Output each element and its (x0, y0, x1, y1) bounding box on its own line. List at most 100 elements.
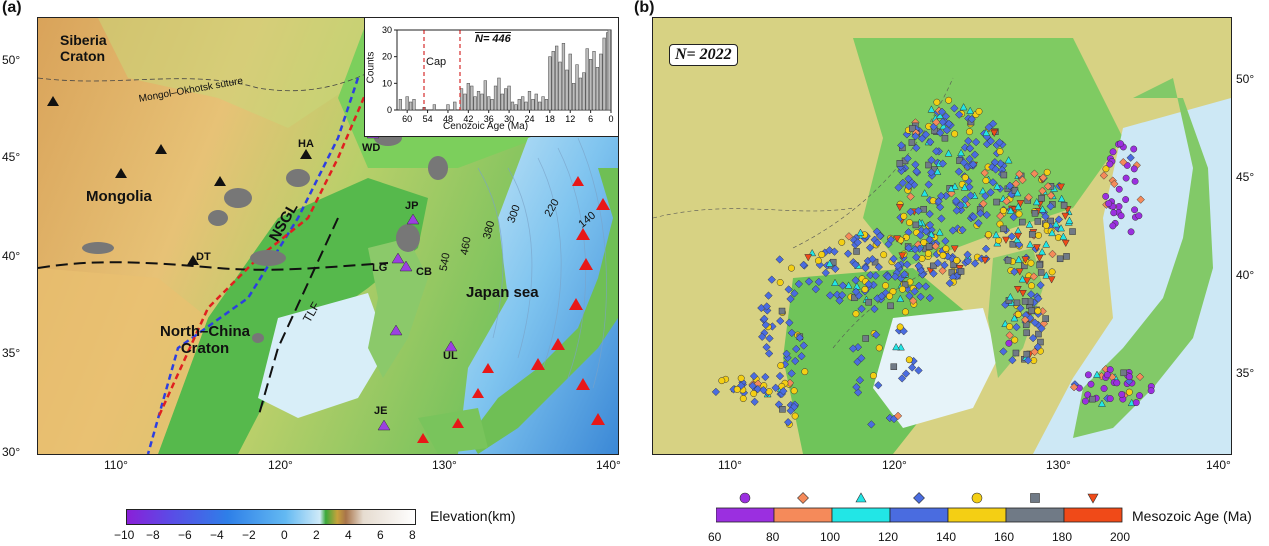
sample-point (1087, 380, 1095, 388)
sample-point (843, 249, 853, 258)
histogram-bar (521, 96, 525, 111)
sample-point (933, 167, 942, 175)
sample-point (966, 106, 975, 114)
sample-point (886, 292, 894, 300)
sample-point (1028, 231, 1036, 238)
sample-point (1106, 395, 1114, 403)
sample-point (993, 182, 1002, 190)
sample-point (782, 349, 791, 358)
sample-point (1135, 372, 1145, 381)
sample-point (794, 279, 804, 289)
sample-point (957, 148, 965, 157)
panel-a-xtick-110: 110° (104, 458, 128, 472)
sample-point (875, 344, 883, 352)
sample-point (907, 363, 917, 372)
sample-point (1048, 228, 1057, 237)
sample-point (914, 366, 923, 375)
sample-point (762, 302, 771, 311)
sample-point (892, 342, 901, 351)
panel-a-ytick-50: 50° (2, 53, 21, 67)
sample-point (1026, 240, 1035, 248)
sample-point (896, 160, 904, 167)
sample-point (927, 105, 936, 113)
sample-point (711, 387, 721, 397)
sample-point (838, 238, 846, 246)
sample-point (969, 160, 978, 169)
panel-a-label: (a) (2, 0, 22, 16)
sample-point (927, 155, 936, 165)
sample-point (955, 110, 964, 119)
sample-point (1147, 387, 1155, 395)
sample-point (979, 199, 988, 208)
sample-point (718, 377, 726, 385)
sample-point (871, 330, 881, 339)
histogram-bar (534, 93, 538, 111)
sample-point (1132, 399, 1140, 407)
sample-point (1033, 244, 1041, 252)
sample-point (852, 382, 861, 392)
legend-tick-100: 100 (820, 530, 841, 544)
sample-point (917, 134, 927, 143)
sample-point (1105, 200, 1113, 208)
inset-cap-label: Cap (426, 56, 447, 68)
sample-point (1015, 268, 1024, 276)
sample-point (974, 219, 983, 228)
sample-point (911, 132, 920, 141)
sample-point (981, 257, 989, 265)
inset-xlabel: Cenozoic Age (Ma) (443, 121, 529, 132)
histogram-bar (555, 45, 559, 111)
colorbar-tick-2: 2 (313, 528, 320, 542)
histogram-bar (487, 96, 491, 111)
arc-volcano-markers (417, 176, 610, 443)
histogram-bar (476, 91, 481, 111)
sample-point (914, 261, 923, 271)
sample-point (944, 149, 953, 157)
sample-point (954, 167, 964, 176)
sample-point (1012, 322, 1021, 332)
sample-point (976, 209, 985, 218)
panel-b-map-svg (653, 18, 1231, 454)
sample-point (1118, 391, 1126, 398)
sample-point (762, 342, 771, 352)
sample-point (956, 200, 965, 210)
sample-point (825, 259, 834, 267)
sample-point (1102, 192, 1110, 200)
histogram-bar (510, 101, 515, 111)
sample-point (970, 259, 980, 268)
sample-point (737, 374, 745, 382)
legend-tick-200: 200 (1110, 530, 1131, 544)
colorbar-tick-8: 8 (409, 528, 416, 542)
volcano-label-je: JE (374, 405, 388, 417)
sample-point (950, 261, 957, 269)
sample-point (905, 356, 913, 364)
histogram-bar (602, 37, 606, 111)
sample-point (901, 308, 909, 316)
sample-point (862, 335, 869, 342)
sample-point (938, 266, 947, 275)
sample-point (945, 96, 953, 104)
sample-point (900, 270, 909, 279)
sample-point (1065, 216, 1074, 224)
sample-point (1117, 212, 1125, 220)
sample-point (750, 397, 759, 406)
sample-point (1109, 148, 1117, 156)
sample-point (1038, 186, 1047, 196)
inset-ytick-label: 20 (382, 52, 392, 62)
sample-point (857, 354, 866, 363)
sample-point (795, 333, 804, 343)
sample-point (926, 137, 935, 147)
sample-point (925, 293, 935, 303)
histogram-bar (541, 96, 545, 111)
sample-point (792, 344, 801, 354)
sample-point (953, 256, 961, 264)
sample-point (936, 128, 945, 137)
histogram-bar (473, 96, 477, 111)
sample-point (950, 104, 959, 113)
sample-point (1136, 195, 1145, 204)
sample-point (995, 138, 1004, 147)
sample-point (786, 406, 795, 415)
histogram-bar (531, 99, 535, 111)
sample-point (921, 227, 931, 236)
histogram-bar (507, 85, 511, 111)
sample-point (1103, 371, 1111, 379)
